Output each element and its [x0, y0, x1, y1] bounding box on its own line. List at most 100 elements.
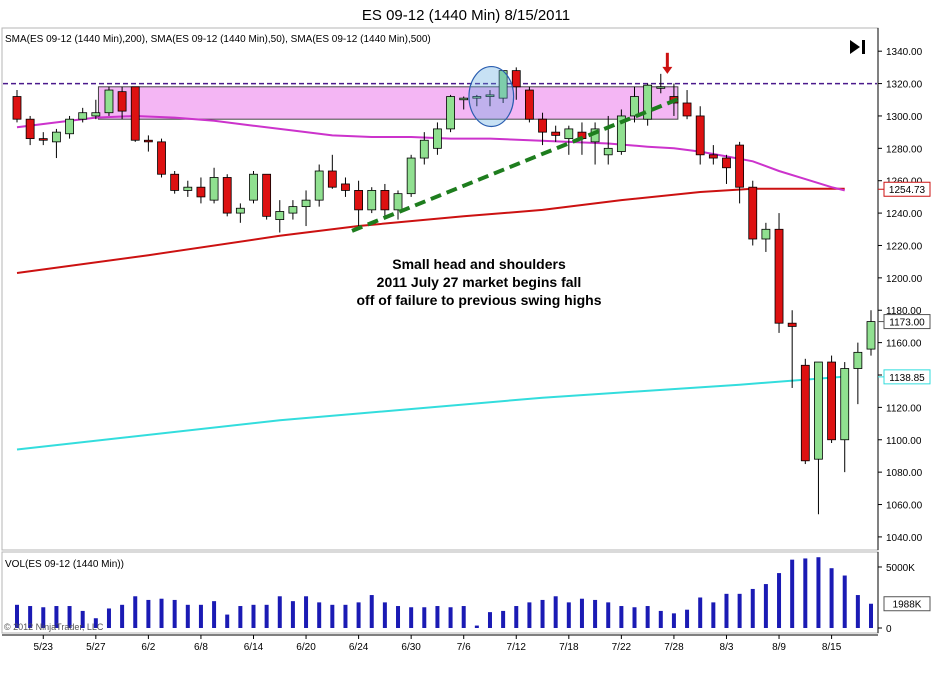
volume-bar — [698, 597, 703, 628]
candle — [209, 167, 219, 204]
annotation-line-3: off of failure to previous swing highs — [356, 292, 601, 308]
candle-body — [275, 211, 285, 220]
candle-body — [104, 89, 114, 114]
last-price-badge-value: 1173.00 — [889, 318, 925, 329]
volume-badge-value: 1988K — [893, 600, 922, 611]
candle — [853, 342, 863, 405]
sma500-badge-box — [883, 181, 931, 197]
price-tick-label: 1320.00 — [886, 80, 923, 91]
candle-body — [143, 139, 153, 143]
candle-body — [65, 118, 74, 135]
candle — [65, 115, 74, 139]
candle — [708, 145, 718, 165]
collapse-panel-icon[interactable] — [850, 40, 865, 54]
annotation: Small head and shoulders 2011 July 27 ma… — [356, 256, 601, 308]
candle — [275, 200, 285, 233]
time-tick-label: 6/30 — [401, 642, 421, 653]
price-panel-label: SMA(ES 09-12 (1440 Min),200), SMA(ES 09-… — [5, 34, 431, 45]
candle — [301, 190, 311, 227]
candle-body — [708, 154, 718, 159]
volume-bar — [317, 602, 322, 628]
volume-bar — [593, 599, 598, 628]
price-tick-label: 1280.00 — [886, 144, 923, 155]
candle-body — [787, 322, 797, 327]
price-tick-label: 1200.00 — [886, 274, 923, 285]
candle — [551, 125, 561, 142]
volume-bar — [15, 604, 19, 628]
time-tick-label: 8/9 — [772, 642, 786, 653]
candle — [52, 128, 61, 159]
price-tick-label: 1100.00 — [886, 436, 922, 447]
candle — [25, 115, 35, 146]
time-tick-label: 8/15 — [822, 642, 842, 653]
volume-bar — [763, 584, 768, 628]
candle — [761, 222, 771, 252]
volume-bar — [671, 613, 676, 628]
volume-bar — [356, 602, 361, 628]
volume-bar — [619, 606, 624, 628]
candle-body — [380, 190, 390, 211]
volume-bar — [382, 602, 387, 628]
volume-bar — [54, 606, 59, 628]
candle — [827, 355, 836, 443]
candle-body — [314, 170, 324, 201]
sma500-badge-value: 1254.73 — [889, 185, 926, 196]
volume-bar — [304, 596, 309, 628]
volume-bar — [225, 614, 230, 628]
price-tick-label: 1120.00 — [886, 403, 922, 414]
candle — [170, 171, 180, 194]
time-tick-label: 7/22 — [612, 642, 632, 653]
candle-body — [393, 193, 403, 211]
sma50-line — [16, 114, 845, 192]
candle — [459, 96, 469, 110]
candle-body — [472, 96, 482, 99]
sma200-badge-value: 1138.85 — [889, 373, 925, 384]
candle — [367, 187, 377, 214]
candle-body — [249, 173, 258, 201]
candle-body — [183, 186, 193, 191]
volume-bar — [632, 607, 637, 628]
candle — [130, 86, 140, 142]
volume-bar — [238, 606, 243, 628]
candle-body — [327, 170, 337, 188]
candle-body — [301, 199, 311, 208]
volume-bar — [422, 607, 427, 628]
candle-body — [130, 86, 140, 141]
price-tick-label: 1080.00 — [886, 468, 923, 479]
time-tick-label: 7/18 — [559, 642, 579, 653]
candle-body — [288, 206, 298, 214]
candle-body — [616, 115, 626, 152]
candle — [406, 154, 416, 197]
candle — [695, 106, 705, 165]
volume-bar — [28, 606, 33, 628]
candle — [235, 203, 245, 223]
candle-body — [643, 84, 653, 120]
volume-bar — [146, 599, 151, 628]
time-tick-label: 6/14 — [244, 642, 264, 653]
volume-bar — [501, 610, 506, 628]
candle — [840, 362, 850, 473]
candle-body — [91, 112, 101, 117]
volume-bar — [159, 598, 164, 628]
candle — [616, 109, 626, 155]
volume-bar — [277, 596, 282, 628]
candle — [196, 177, 206, 204]
time-tick-label: 6/24 — [349, 642, 369, 653]
candle-body — [406, 157, 416, 195]
candle — [774, 213, 784, 333]
volume-bar — [803, 558, 808, 628]
volume-bar — [737, 593, 742, 628]
price-tick-label: 1240.00 — [886, 209, 923, 220]
volume-bar — [106, 608, 111, 628]
annotation-line-2: 2011 July 27 market begins fall — [377, 274, 582, 290]
volume-tick-label: 5000K — [886, 563, 915, 574]
candle-body — [748, 186, 758, 240]
candle — [249, 171, 258, 204]
candle-body — [761, 228, 771, 240]
neckline-trendline — [351, 96, 682, 233]
candle-body — [446, 96, 455, 130]
time-tick-label: 6/2 — [141, 642, 155, 653]
price-tick-label: 1340.00 — [886, 47, 923, 58]
candle — [525, 86, 534, 123]
